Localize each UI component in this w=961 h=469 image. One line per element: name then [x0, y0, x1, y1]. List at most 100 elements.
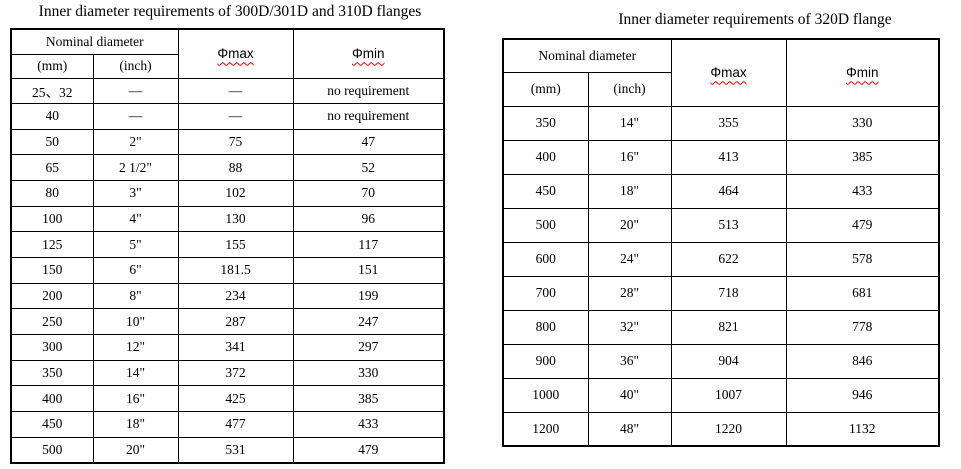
cell-phi-max: 425 — [177, 385, 294, 413]
cell-phi-max: 355 — [670, 105, 787, 141]
right-header-nominal-diameter: Nominal diameter — [502, 38, 672, 73]
left-header-row-1: Nominal diameter Φmax Φmin — [10, 28, 445, 79]
cell-phi-max: 372 — [177, 359, 294, 387]
cell-mm: 350 — [10, 359, 94, 387]
cell-mm: 450 — [502, 173, 589, 209]
cell-inch: 24" — [587, 241, 672, 277]
cell-phi-min: 433 — [292, 411, 445, 438]
cell-inch: — — [92, 103, 179, 130]
cell-phi-max: 181.5 — [177, 257, 294, 284]
table-row: 1000 40" 1007 946 — [502, 377, 940, 413]
left-header-inch: (inch) — [92, 53, 179, 79]
cell-phi-min: 247 — [292, 308, 445, 336]
left-header-phi-max: Φmax — [177, 28, 294, 79]
cell-phi-max: — — [177, 103, 294, 130]
cell-phi-min: 70 — [292, 180, 445, 207]
cell-mm: 25、32 — [10, 77, 94, 105]
cell-inch: 14" — [587, 105, 672, 141]
cell-inch: 16" — [587, 139, 672, 175]
cell-mm: 1000 — [502, 377, 589, 413]
cell-phi-min: 117 — [292, 231, 445, 259]
left-header-phi-min: Φmin — [292, 28, 445, 79]
table-row: 300 12" 341 297 — [10, 334, 445, 361]
cell-mm: 300 — [10, 334, 94, 361]
table-row: 1200 48" 1220 1132 — [502, 411, 940, 447]
right-table-title: Inner diameter requirements of 320D flan… — [618, 11, 892, 28]
cell-phi-min: 385 — [292, 385, 445, 413]
right-header-phi-max: Φmax — [670, 38, 787, 107]
cell-phi-max: 155 — [177, 231, 294, 259]
cell-phi-min: 479 — [785, 207, 940, 243]
cell-mm: 150 — [10, 257, 94, 284]
cell-inch: 36" — [587, 343, 672, 379]
cell-mm: 700 — [502, 275, 589, 311]
cell-phi-min: no requirement — [292, 77, 445, 105]
cell-inch: 3" — [92, 180, 179, 207]
cell-phi-min: 778 — [785, 309, 940, 345]
table-row: 500 20" 531 479 — [10, 436, 445, 464]
cell-mm: 500 — [10, 436, 94, 464]
cell-phi-max: 341 — [177, 334, 294, 361]
cell-phi-min: 479 — [292, 436, 445, 464]
cell-phi-min: 96 — [292, 205, 445, 233]
cell-phi-max: 1007 — [670, 377, 787, 413]
cell-phi-max: 413 — [670, 139, 787, 175]
cell-inch: 18" — [92, 411, 179, 438]
cell-phi-max: — — [177, 77, 294, 105]
cell-phi-max: 88 — [177, 154, 294, 182]
cell-phi-max: 622 — [670, 241, 787, 277]
right-header-inch: (inch) — [587, 71, 672, 107]
cell-mm: 80 — [10, 180, 94, 207]
cell-mm: 100 — [10, 205, 94, 233]
cell-inch: 16" — [92, 385, 179, 413]
cell-inch: 5" — [92, 231, 179, 259]
cell-phi-min: 681 — [785, 275, 940, 311]
left-flange-table: Nominal diameter Φmax Φmin (mm) (inch) 2… — [10, 28, 445, 464]
left-header-row-2: (mm) (inch) — [10, 53, 444, 79]
table-row: 65 2 1/2" 88 52 — [10, 154, 445, 182]
cell-mm: 40 — [10, 103, 94, 130]
cell-phi-max: 464 — [670, 173, 787, 209]
table-row: 450 18" 464 433 — [502, 173, 940, 209]
cell-phi-max: 75 — [177, 128, 294, 156]
table-row: 400 16" 425 385 — [10, 385, 445, 413]
table-row: 600 24" 622 578 — [502, 241, 940, 277]
cell-inch: 2 1/2" — [92, 154, 179, 182]
cell-phi-max: 513 — [670, 207, 787, 243]
cell-mm: 800 — [502, 309, 589, 345]
cell-phi-max: 1220 — [670, 411, 787, 447]
cell-mm: 65 — [10, 154, 94, 182]
cell-phi-min: 846 — [785, 343, 940, 379]
cell-inch: 2" — [92, 128, 179, 156]
right-flange-table: Nominal diameter Φmax Φmin (mm) (inch) 3… — [502, 38, 940, 447]
cell-inch: 12" — [92, 334, 179, 361]
cell-inch: 32" — [587, 309, 672, 345]
cell-inch: 8" — [92, 282, 179, 310]
right-header-row-1: Nominal diameter Φmax Φmin — [502, 38, 940, 107]
cell-inch: 40" — [587, 377, 672, 413]
cell-phi-max: 287 — [177, 308, 294, 336]
table-row: 400 16" 413 385 — [502, 139, 940, 175]
cell-mm: 350 — [502, 105, 589, 141]
cell-phi-max: 531 — [177, 436, 294, 464]
cell-mm: 400 — [502, 139, 589, 175]
cell-phi-max: 821 — [670, 309, 787, 345]
cell-mm: 125 — [10, 231, 94, 259]
cell-phi-max: 477 — [177, 411, 294, 438]
table-row: 50 2" 75 47 — [10, 128, 445, 156]
left-header-nominal-diameter: Nominal diameter — [10, 28, 179, 55]
right-header-row-2: (mm) (inch) — [502, 71, 939, 107]
cell-mm: 900 — [502, 343, 589, 379]
cell-inch: 14" — [92, 359, 179, 387]
table-row: 700 28" 718 681 — [502, 275, 940, 311]
cell-inch: 48" — [587, 411, 672, 447]
cell-phi-max: 102 — [177, 180, 294, 207]
table-row: 150 6" 181.5 151 — [10, 257, 445, 284]
cell-inch: 4" — [92, 205, 179, 233]
right-header-phi-min: Φmin — [785, 38, 940, 107]
cell-inch: 20" — [92, 436, 179, 464]
right-header-mm: (mm) — [502, 71, 589, 107]
cell-mm: 1200 — [502, 411, 589, 447]
table-row: 250 10" 287 247 — [10, 308, 445, 336]
